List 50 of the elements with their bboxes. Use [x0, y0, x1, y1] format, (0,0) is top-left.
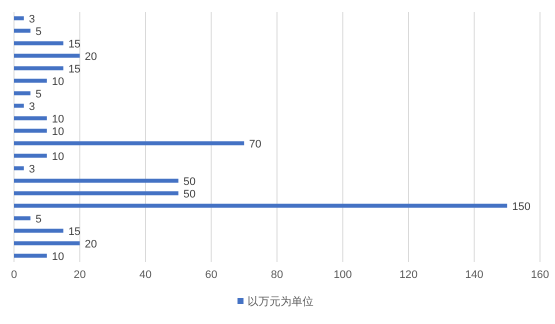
x-tick-label: 100	[334, 269, 352, 281]
x-tick-label: 140	[465, 269, 484, 281]
data-label: 50	[183, 188, 196, 200]
bar	[14, 178, 178, 183]
data-label: 15	[68, 226, 81, 238]
data-label: 10	[52, 113, 64, 126]
bar	[14, 16, 24, 20]
data-label: 20	[84, 238, 97, 250]
data-label: 70	[249, 138, 262, 150]
bar	[14, 241, 80, 246]
bar	[14, 41, 64, 46]
bar	[14, 128, 47, 133]
legend-label: 以万元为单位	[248, 295, 314, 308]
x-tick-label: 0	[10, 269, 18, 281]
data-label: 5	[35, 213, 42, 226]
x-tick-label: 60	[205, 269, 218, 281]
data-label: 3	[28, 13, 35, 26]
x-tick-label: 40	[139, 269, 152, 281]
x-tick-label: 120	[399, 269, 418, 281]
bar	[14, 104, 24, 108]
data-label: 20	[84, 50, 97, 63]
bar	[14, 154, 47, 158]
data-label: 10	[52, 76, 64, 88]
data-label: 5	[35, 26, 42, 38]
data-label: 3	[28, 100, 35, 113]
x-tick-label: 80	[270, 269, 284, 281]
bar	[14, 141, 244, 146]
data-label: 10	[52, 126, 64, 138]
bar	[14, 191, 178, 196]
bar	[14, 116, 47, 120]
bar	[14, 166, 24, 170]
bar	[14, 66, 64, 70]
data-label: 15	[68, 38, 81, 50]
data-label: 10	[52, 150, 64, 163]
bar	[14, 216, 30, 220]
bar	[14, 54, 80, 58]
data-label: 10	[52, 250, 64, 263]
bar	[14, 91, 30, 96]
data-label: 3	[28, 163, 35, 176]
data-label: 5	[35, 88, 42, 100]
data-label: 15	[68, 63, 81, 76]
bar	[14, 254, 47, 258]
x-tick-label: 160	[530, 269, 550, 281]
x-tick-label: 20	[74, 269, 86, 281]
bar	[14, 204, 508, 208]
data-label: 150	[512, 200, 530, 213]
data-label: 50	[183, 176, 196, 188]
bar	[14, 228, 64, 233]
bar	[14, 78, 47, 83]
bar	[14, 28, 30, 33]
